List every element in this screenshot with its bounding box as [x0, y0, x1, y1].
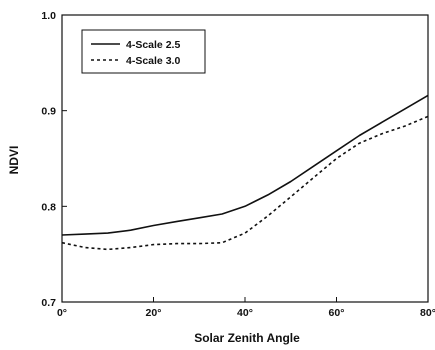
- x-tick-label: 80°: [420, 307, 435, 319]
- x-axis-title: Solar Zenith Angle: [194, 331, 300, 345]
- y-tick-label: 0.9: [41, 106, 56, 118]
- ticks-layer: 0° 20° 40° 60° 80° 0.7 0.8 0.9 1.0: [41, 10, 435, 319]
- y-tick-label: 0.8: [41, 201, 56, 213]
- x-tick-label: 60°: [329, 307, 345, 319]
- y-axis-title: NDVI: [7, 146, 21, 175]
- x-tick-label: 0°: [57, 307, 67, 319]
- x-tick-label: 20°: [146, 307, 162, 319]
- series-line-1: [61, 94, 429, 236]
- legend: 4-Scale 2.5 4-Scale 3.0: [81, 29, 206, 74]
- y-tick-label: 1.0: [41, 10, 56, 22]
- legend-label-1: 4-Scale 2.5: [126, 39, 180, 51]
- legend-label-2: 4-Scale 3.0: [126, 55, 180, 67]
- y-tick-label: 0.7: [41, 297, 56, 309]
- legend-box: [81, 29, 206, 74]
- series-line-2: [61, 115, 429, 251]
- x-tick-label: 40°: [237, 307, 253, 319]
- series-layer: [61, 94, 429, 251]
